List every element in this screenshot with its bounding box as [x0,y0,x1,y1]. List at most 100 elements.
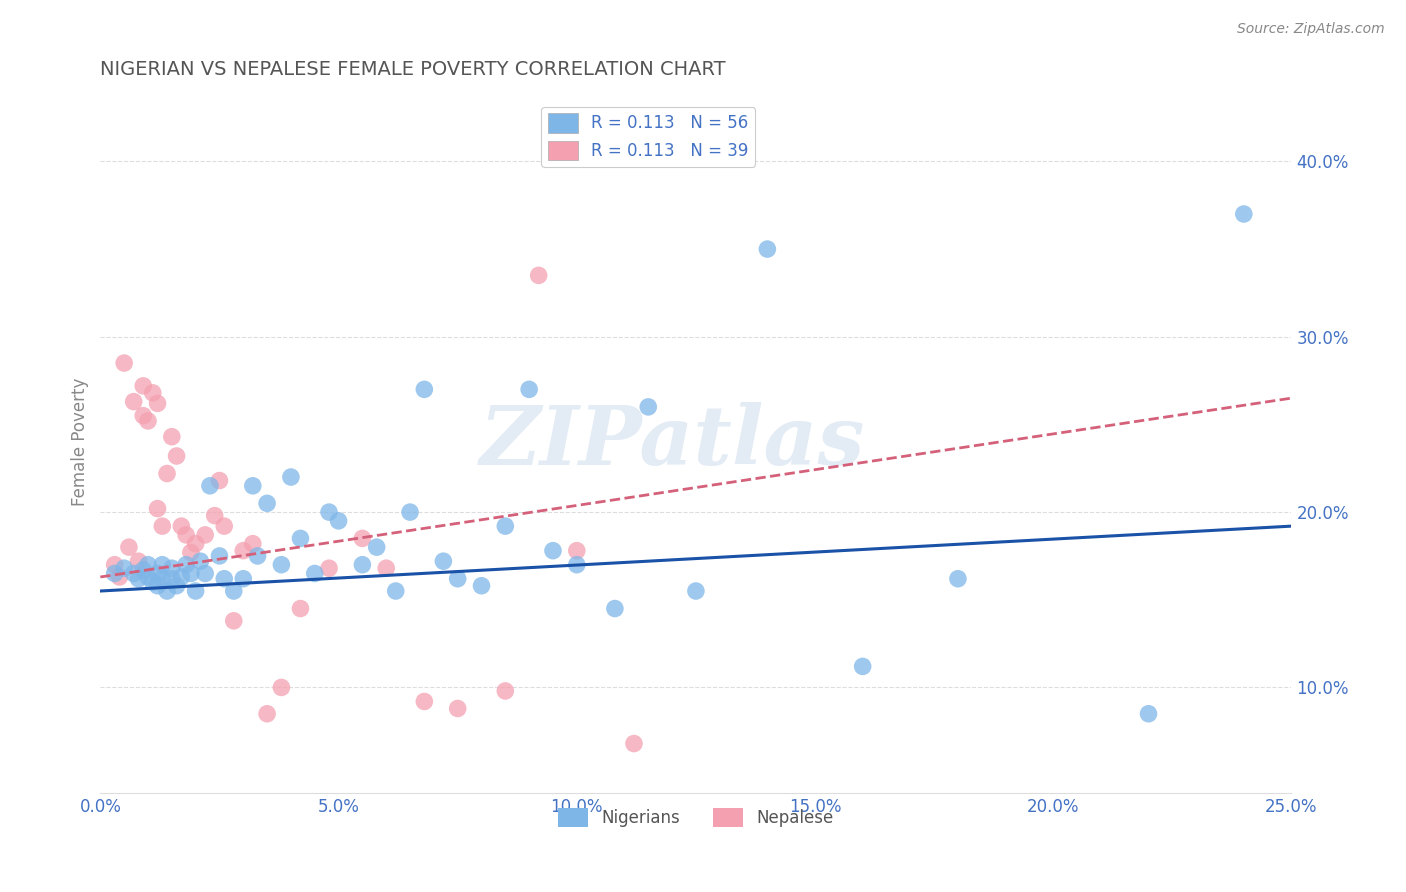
Point [208,474,231,488]
Point [174,558,197,572]
Point [447,572,470,586]
Point [127,554,149,568]
Point [242,479,264,493]
Point [256,706,278,721]
Point [352,558,374,572]
Point [166,449,188,463]
Point [541,543,564,558]
Point [318,505,340,519]
Text: Source: ZipAtlas.com: Source: ZipAtlas.com [1237,22,1385,37]
Point [112,561,135,575]
Point [146,396,169,410]
Text: NIGERIAN VS NEPALESE FEMALE POVERTY CORRELATION CHART: NIGERIAN VS NEPALESE FEMALE POVERTY CORR… [100,60,725,78]
Point [150,572,173,586]
Point [166,579,188,593]
Point [160,561,183,575]
Point [517,382,540,396]
Point [142,385,165,400]
Point [212,519,235,533]
Point [170,519,193,533]
Point [204,508,226,523]
Point [623,737,645,751]
Point [208,549,231,563]
Point [132,379,155,393]
Point [256,496,278,510]
Point [118,540,141,554]
Point [242,536,264,550]
Point [494,684,516,698]
Point [304,566,326,581]
Point [132,563,155,577]
Point [104,558,127,572]
Point [104,566,127,581]
Point [222,584,245,599]
Point [136,558,159,572]
Point [413,694,436,708]
Point [946,572,969,586]
Point [156,467,179,481]
Point [494,519,516,533]
Point [270,681,292,695]
Point [384,584,406,599]
Point [112,356,135,370]
Point [565,558,588,572]
Point [685,584,707,599]
Point [432,554,454,568]
Point [603,601,626,615]
Point [352,532,374,546]
Point [318,561,340,575]
Text: ZIPatlas: ZIPatlas [479,402,865,482]
Point [527,268,550,283]
Point [232,572,254,586]
Point [122,566,145,581]
Point [184,584,207,599]
Point [756,242,779,256]
Point [222,614,245,628]
Point [150,558,173,572]
Point [198,479,221,493]
Point [146,579,169,593]
Point [246,549,269,563]
Point [160,430,183,444]
Point [142,575,165,590]
Point [122,394,145,409]
Point [447,701,470,715]
Point [852,659,875,673]
Point [136,570,159,584]
Point [1137,706,1160,721]
Point [280,470,302,484]
Point [132,409,155,423]
Point [413,382,436,396]
Point [108,570,131,584]
Point [180,545,202,559]
Point [160,572,183,586]
Point [399,505,422,519]
Point [184,536,207,550]
Point [180,566,202,581]
Point [565,543,588,558]
Point [290,601,312,615]
Legend: Nigerians, Nepalese: Nigerians, Nepalese [551,801,841,833]
Point [470,579,492,593]
Point [136,414,159,428]
Point [328,514,350,528]
Point [366,540,388,554]
Point [290,532,312,546]
Point [212,572,235,586]
Y-axis label: Female Poverty: Female Poverty [72,378,89,506]
Point [232,543,254,558]
Point [190,554,212,568]
Point [146,501,169,516]
Point [150,519,173,533]
Point [174,528,197,542]
Point [194,528,217,542]
Point [270,558,292,572]
Point [170,570,193,584]
Point [127,572,149,586]
Point [156,584,179,599]
Point [1233,207,1256,221]
Point [375,561,398,575]
Point [146,566,169,581]
Point [637,400,659,414]
Point [194,566,217,581]
